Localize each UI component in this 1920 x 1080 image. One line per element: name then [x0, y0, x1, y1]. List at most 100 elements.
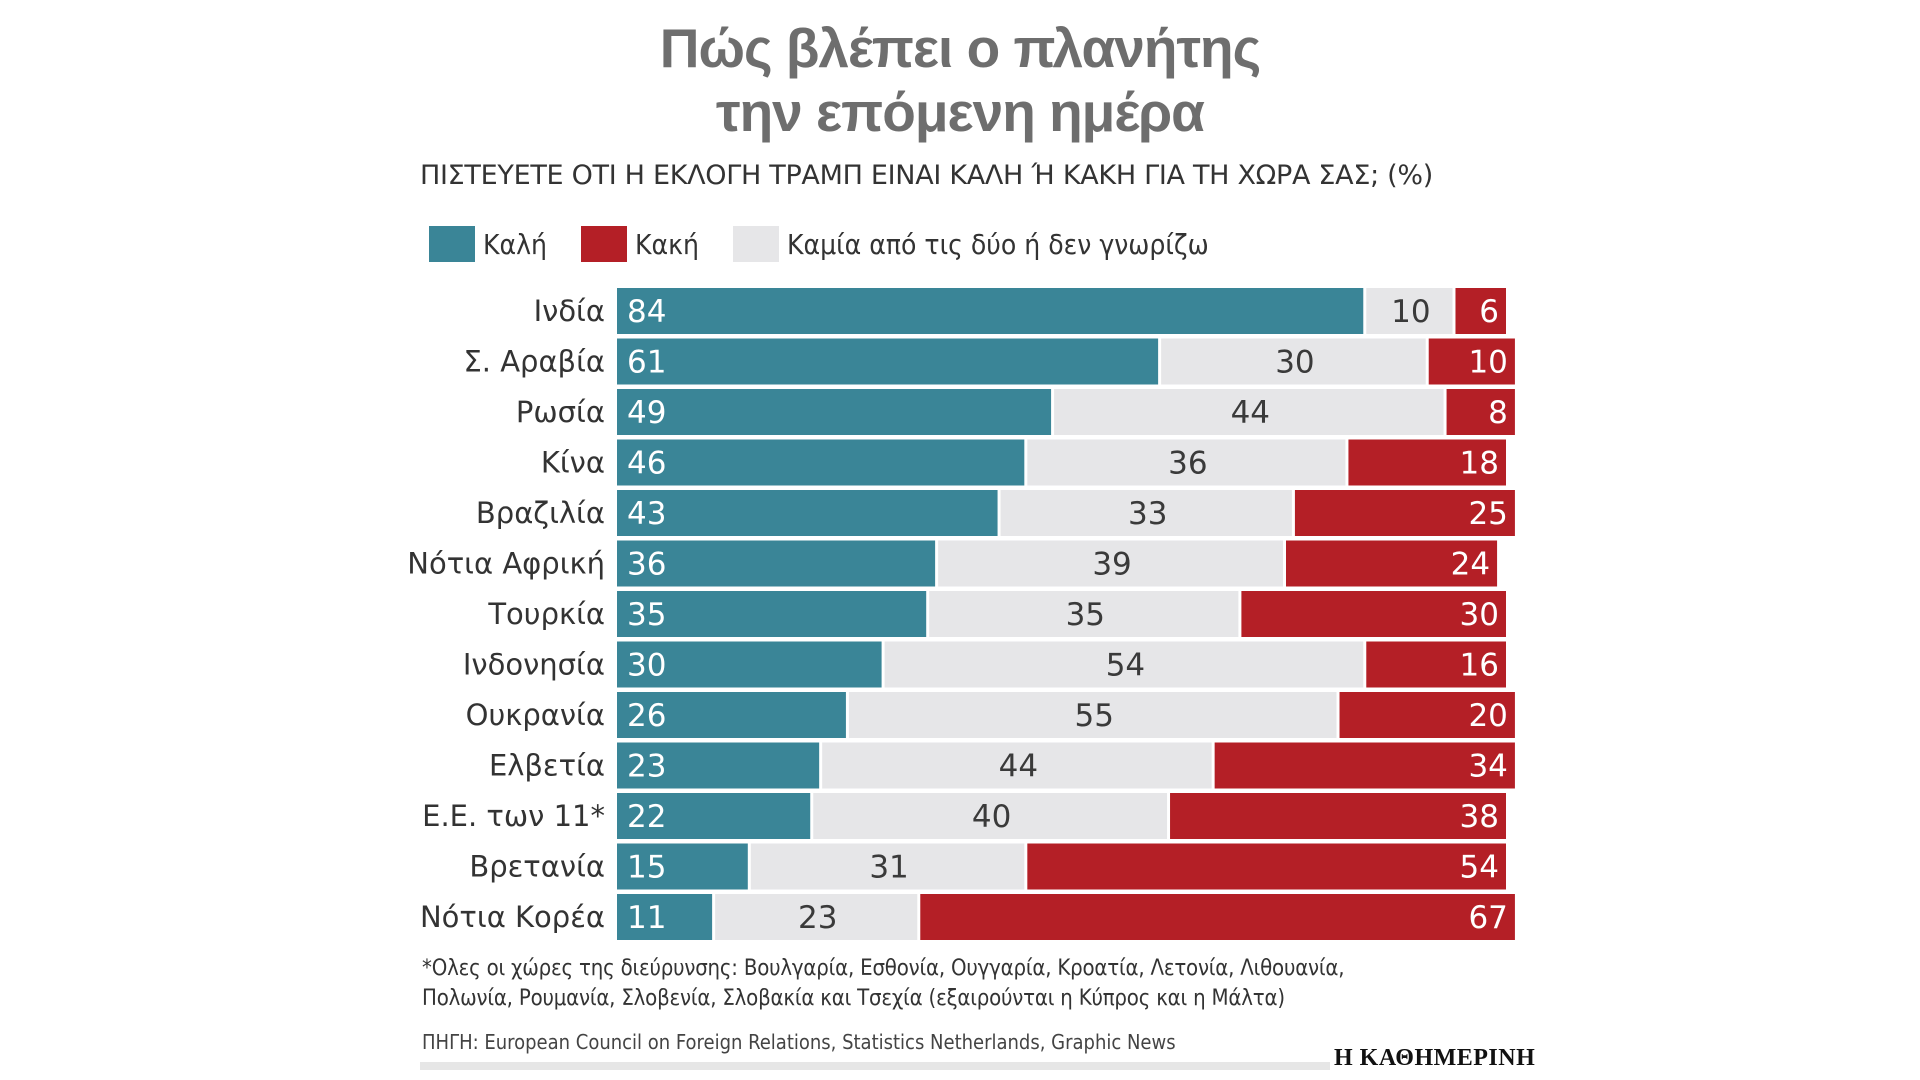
bar-neither-2: [1054, 389, 1444, 435]
category-label-10: Ε.Ε. των 11*: [422, 799, 605, 833]
bar-good-0: [617, 288, 1364, 334]
value-label-good-12: 11: [627, 900, 666, 936]
bar-neither-6: [929, 591, 1239, 637]
bar-bad-4: [1294, 490, 1515, 536]
legend: Καλή Κακή Καμία από τις δύο ή δεν γνωρίζ…: [429, 226, 1243, 262]
bar-neither-0: [1366, 288, 1453, 334]
source-note: ΠΗΓΗ: European Council on Foreign Relati…: [422, 1030, 1176, 1054]
legend-item-good: Καλή: [429, 226, 547, 262]
bar-bad-7: [1366, 641, 1506, 688]
bar-neither-11: [750, 843, 1025, 890]
category-label-8: Ουκρανία: [466, 698, 605, 732]
bar-bad-9: [1214, 742, 1515, 789]
bar-good-2: [617, 389, 1052, 435]
value-label-bad-5: 24: [1451, 547, 1490, 583]
category-label-2: Ρωσία: [516, 395, 605, 429]
value-label-good-9: 23: [627, 749, 666, 785]
value-label-neither-11: 31: [869, 850, 908, 886]
chart-title-line-2: την επόμενη ημέρα: [716, 81, 1205, 143]
value-label-bad-1: 10: [1468, 345, 1507, 381]
legend-label-neither: Καμία από τις δύο ή δεν γνωρίζω: [786, 227, 1209, 261]
bar-bad-5: [1286, 540, 1498, 587]
legend-label-good: Καλή: [483, 227, 547, 261]
bar-neither-9: [822, 742, 1212, 789]
legend-swatch-bad: [581, 226, 627, 262]
category-label-11: Βρετανία: [469, 850, 605, 884]
bar-neither-12: [715, 894, 918, 940]
value-label-bad-8: 20: [1468, 698, 1507, 734]
bar-good-11: [617, 843, 748, 890]
bar-bad-10: [1170, 793, 1506, 839]
value-label-good-2: 49: [627, 395, 666, 431]
bar-good-12: [617, 894, 713, 940]
value-label-neither-6: 35: [1066, 597, 1105, 633]
value-label-good-4: 43: [627, 496, 666, 532]
value-label-neither-8: 55: [1074, 698, 1113, 734]
value-label-bad-0: 6: [1479, 294, 1499, 330]
value-label-bad-9: 34: [1468, 749, 1507, 785]
legend-label-bad: Κακή: [635, 227, 699, 261]
value-label-bad-10: 38: [1460, 799, 1499, 835]
bottom-rule: [420, 1062, 1330, 1070]
bar-good-8: [617, 692, 846, 738]
legend-item-neither: Καμία από τις δύο ή δεν γνωρίζω: [732, 226, 1209, 262]
bar-bad-11: [1027, 843, 1506, 890]
footnote-line-1: *Ολες οι χώρες της διεύρυνσης: Βουλγαρία…: [422, 956, 1345, 981]
bar-bad-1: [1428, 338, 1515, 385]
bar-good-7: [617, 641, 882, 688]
category-label-6: Τουρκία: [487, 597, 605, 631]
value-label-bad-4: 25: [1468, 496, 1507, 532]
chart-subtitle: ΠΙΣΤΕΥΕΤΕ ΟΤΙ Η ΕΚΛΟΓΗ ΤΡΑΜΠ ΕΙΝΑΙ ΚΑΛΗ …: [420, 160, 1434, 191]
bar-good-6: [617, 591, 927, 637]
bar-good-4: [617, 490, 998, 536]
bar-neither-1: [1161, 338, 1426, 385]
value-label-neither-5: 39: [1092, 547, 1131, 583]
value-label-neither-2: 44: [1231, 395, 1270, 431]
bar-neither-3: [1027, 439, 1346, 486]
bar-neither-5: [938, 540, 1283, 587]
value-label-neither-1: 30: [1275, 345, 1314, 381]
value-label-neither-3: 36: [1168, 446, 1207, 482]
value-label-bad-2: 8: [1488, 395, 1508, 431]
value-label-neither-9: 44: [999, 749, 1038, 785]
bar-bad-6: [1241, 591, 1506, 637]
value-label-bad-12: 67: [1468, 900, 1507, 936]
category-label-9: Ελβετία: [489, 749, 605, 783]
bar-bad-12: [920, 894, 1515, 940]
category-label-3: Κίνα: [541, 446, 605, 480]
category-label-0: Ινδία: [534, 294, 605, 328]
value-label-good-5: 36: [627, 547, 666, 583]
footnote-line-2: Πολωνία, Ρουμανία, Σλοβενία, Σλοβακία κα…: [422, 986, 1285, 1011]
legend-swatch-neither: [732, 226, 779, 262]
value-label-good-3: 46: [627, 446, 666, 482]
bar-good-10: [617, 793, 811, 839]
chart-title-line-1: Πώς βλέπει ο πλανήτης: [659, 17, 1261, 79]
value-label-neither-4: 33: [1128, 496, 1167, 532]
value-label-neither-12: 23: [798, 900, 837, 936]
value-label-neither-7: 54: [1106, 648, 1145, 684]
bar-bad-3: [1348, 439, 1506, 486]
value-label-good-0: 84: [627, 294, 666, 330]
bar-neither-8: [848, 692, 1337, 738]
category-label-4: Βραζιλία: [476, 496, 605, 530]
bar-good-1: [617, 338, 1159, 385]
value-label-good-8: 26: [627, 698, 666, 734]
bar-good-3: [617, 439, 1025, 486]
category-label-5: Νότια Αφρική: [407, 547, 605, 581]
value-label-bad-7: 16: [1460, 648, 1499, 684]
category-label-1: Σ. Αραβία: [463, 345, 605, 379]
value-label-neither-10: 40: [972, 799, 1011, 835]
value-label-bad-6: 30: [1460, 597, 1499, 633]
publisher-logo: Η ΚΑΘΗΜΕΡΙΝΗ: [1334, 1045, 1536, 1071]
value-label-good-6: 35: [627, 597, 666, 633]
value-label-neither-0: 10: [1391, 294, 1430, 330]
legend-item-bad: Κακή: [581, 226, 699, 262]
value-label-good-1: 61: [627, 345, 666, 381]
bar-neither-4: [1000, 490, 1292, 536]
bar-good-5: [617, 540, 936, 587]
bar-good-9: [617, 742, 820, 789]
value-label-good-7: 30: [627, 648, 666, 684]
bar-neither-10: [813, 793, 1168, 839]
value-label-bad-11: 54: [1460, 850, 1499, 886]
